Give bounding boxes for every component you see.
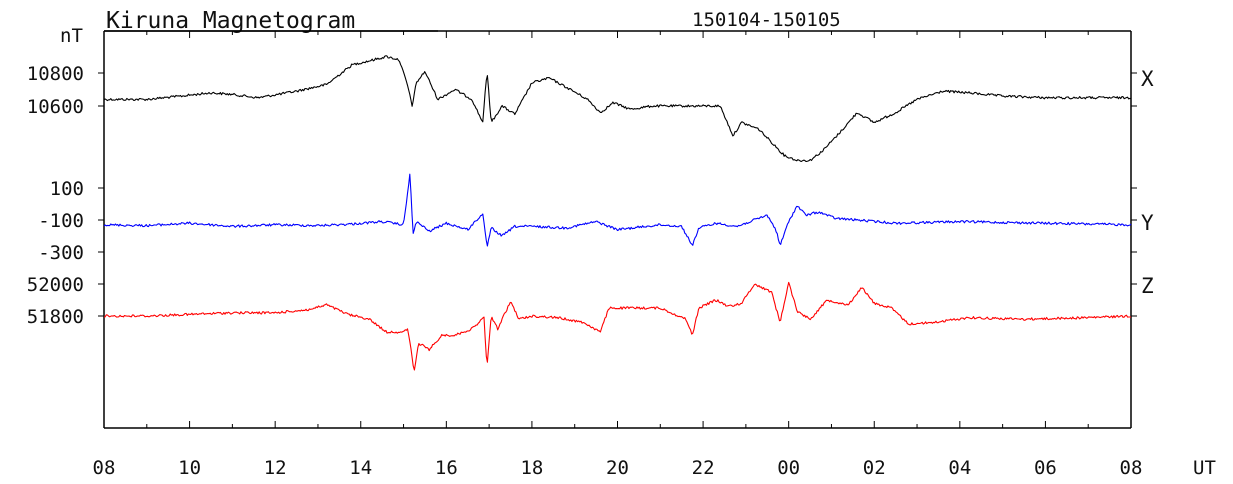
y-tick-label: 100 (50, 178, 84, 200)
series-name-labels: X Y Z (1141, 67, 1154, 298)
unit-label: nT (60, 25, 83, 47)
major-ticks (98, 31, 1137, 428)
x-tick-label: 20 (606, 457, 629, 479)
series-name-label: Z (1141, 274, 1154, 298)
y-tick-label: 51800 (27, 306, 84, 328)
x-tick-label: 02 (863, 457, 886, 479)
series-lines (103, 55, 1132, 371)
x-tick-label: 08 (1120, 457, 1143, 479)
x-tick-label: 00 (777, 457, 800, 479)
y-tick-label: 52000 (27, 274, 84, 296)
y-tick-label: 10800 (27, 63, 84, 85)
x-tick-label: 18 (520, 457, 543, 479)
date-range-label: 150104-150105 (692, 9, 841, 31)
x-tick-label: 22 (692, 457, 715, 479)
x-tick-label: 16 (435, 457, 458, 479)
series-name-label: Y (1141, 211, 1154, 235)
x-tick-label: 10 (178, 457, 201, 479)
series-line-x (103, 55, 1132, 163)
series-line-z (103, 281, 1132, 371)
series-line-y (103, 173, 1132, 247)
x-tick-label: 06 (1034, 457, 1057, 479)
x-tick-label: 04 (948, 457, 971, 479)
x-tick-label: 08 (93, 457, 116, 479)
x-tick-labels: 08 10 12 14 16 18 20 22 00 02 04 06 08 (93, 457, 1143, 479)
y-tick-label: -300 (38, 242, 84, 264)
x-tick-label: 14 (349, 457, 372, 479)
series-name-label: X (1141, 67, 1154, 91)
y-tick-label: -100 (38, 210, 84, 232)
y-tick-labels: 10800 10600 100 -100 -300 52000 51800 (27, 63, 84, 328)
y-tick-label: 10600 (27, 96, 84, 118)
chart-title: Kiruna Magnetogram (106, 8, 355, 34)
time-unit-label: UT (1193, 457, 1216, 479)
x-tick-label: 12 (264, 457, 287, 479)
